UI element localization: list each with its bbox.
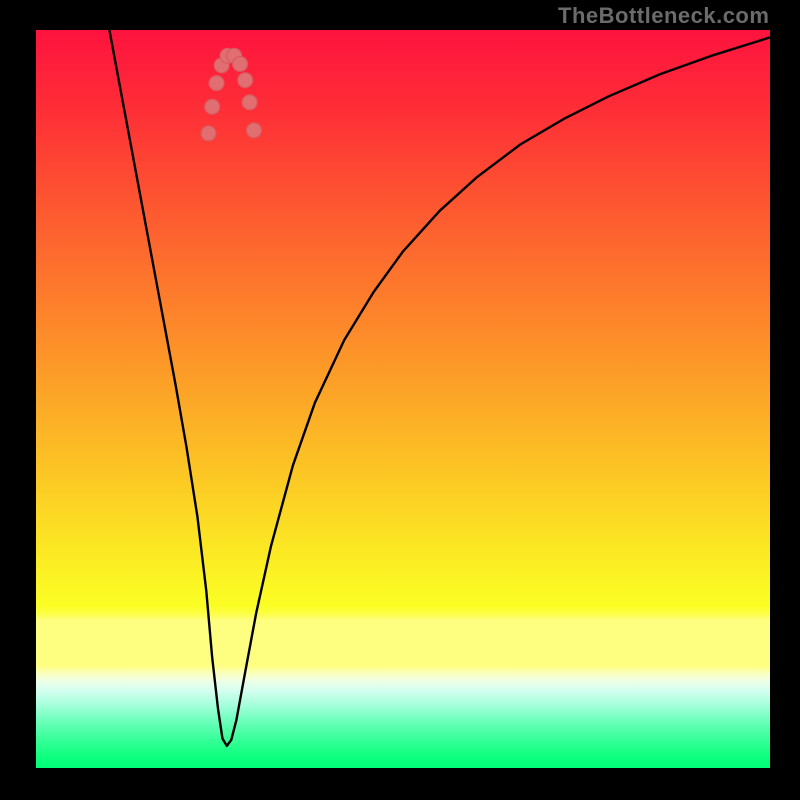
curve-marker (209, 76, 224, 91)
curve-marker (205, 99, 220, 114)
curve-marker (242, 95, 257, 110)
bottleneck-chart (0, 0, 800, 800)
curve-marker (233, 56, 248, 71)
curve-marker (238, 73, 253, 88)
gradient-background (36, 30, 770, 768)
curve-marker (247, 123, 262, 138)
watermark-text: TheBottleneck.com (558, 3, 769, 29)
curve-marker (201, 126, 216, 141)
